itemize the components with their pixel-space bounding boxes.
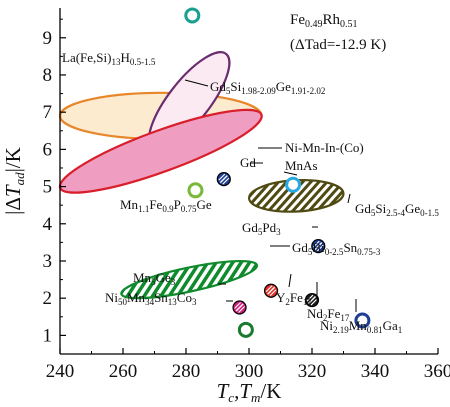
leader-y2fe17 [288,273,292,288]
point-marker [354,312,371,329]
label-mnas: MnAs [285,158,318,173]
point-ni50mn34sn13co3 [237,321,254,338]
point-hatch [306,294,314,302]
point-hatch [308,296,316,305]
point-mn5ge3 [232,300,247,315]
y-tick-label-9: 9 [43,28,53,49]
label-ni-mn-ga: Ni2.19Mn0.81Ga1 [320,318,402,335]
point-hatch [267,286,276,295]
y-tick-label-5: 5 [43,177,53,198]
label-gd5pd3: Gd5Pd3 [242,220,281,237]
point-hatch [312,240,320,248]
y-tick-label-4: 4 [43,214,53,235]
x-tick-label-240: 240 [46,361,75,382]
y-tick-label-7: 7 [43,102,53,123]
label-nd2fe17: Nd2Fe17 [307,306,350,323]
point-marker [285,176,302,193]
regions-layer [58,51,345,300]
point-hatch [238,306,245,313]
point-marker [237,321,254,338]
y-tick-label-3: 3 [43,251,53,272]
ticks: 240 260 280 300 320 340 360 1 2 3 4 5 6 7 8 9 [43,18,450,382]
point-hatch [269,289,277,297]
leader-gd5si-ge-2 [347,193,351,204]
point-hatch [316,244,324,252]
point-hatch [222,177,230,185]
x-axis-title: Tc,Tm/K [217,379,282,405]
point-mnas [285,176,302,193]
x-tick-label-260: 260 [109,361,138,382]
label-y2fe17: Y2Fe17 [276,290,312,307]
x-tick-label-360: 360 [424,361,450,382]
point-y2fe17 [263,283,279,298]
points-layer [184,7,371,338]
y-tick-label-2: 2 [43,288,53,309]
y-tick-label-8: 8 [43,65,53,86]
label-ni-mn-in-co: Ni-Mn-In-(Co) [285,140,364,155]
label-fe-rh-dtad: (ΔTad=-12.9 K) [290,37,386,53]
label-gd5si-ge-2: Gd5Si2.5-4Ge0-1.5 [355,201,439,218]
point-fe0-49rh0-51 [184,7,201,24]
label-fe-rh: Fe0.49Rh0.51 [290,12,358,30]
point-hatch [265,285,273,293]
x-tick-label-320: 320 [298,361,327,382]
y-axis-title: |ΔTad|/K [1,147,27,215]
point-gd [216,172,231,187]
leader-lines [184,79,357,312]
label-mn5ge3: Mn5Ge3 [133,270,176,287]
label-la-fe-si-h: La(Fe,Si)13H0.5-1.5 [62,50,156,67]
annotations: Fe0.49Rh0.51 (ΔTad=-12.9 K) La(Fe,Si)13H… [62,12,439,335]
region-gd5bi0-2-5sn0-75-3 [120,259,259,300]
point-gd5pd3 [311,239,326,254]
point-ni2-19mn0-81ga1 [354,312,371,329]
point-nd2fe17 [304,292,320,308]
point-hatch [314,242,323,251]
point-hatch [310,298,318,306]
point-hatch [235,303,244,312]
x-tick-label-340: 340 [361,361,390,382]
label-mn-fe-p-ge: Mn1.1Fe0.9P0.75Ge [120,197,212,214]
point-hatch [234,302,241,309]
point-marker [187,182,204,199]
y-tick-label-1: 1 [43,325,53,346]
label-ni-mn-sn-co: Ni50Mn34Sn13Co3 [105,290,197,307]
leader-gd5si-ge [184,79,209,87]
label-gd5bi-sn: Gd5Bi0-2.5Sn0.75-3 [292,240,381,257]
point-hatch [218,173,226,181]
x-tick-label-280: 280 [172,361,201,382]
label-gd: Gd [240,155,256,170]
point-mn1-1fe0-9p0-75ge [187,182,204,199]
leader-mnas [283,171,298,176]
x-tick-label-300: 300 [235,361,264,382]
y-tick-label-6: 6 [43,139,53,160]
point-marker [184,7,201,24]
point-hatch [219,175,228,184]
label-gd5si-ge: Gd5Si1.98-2.09Ge1.91-2.02 [210,79,325,96]
